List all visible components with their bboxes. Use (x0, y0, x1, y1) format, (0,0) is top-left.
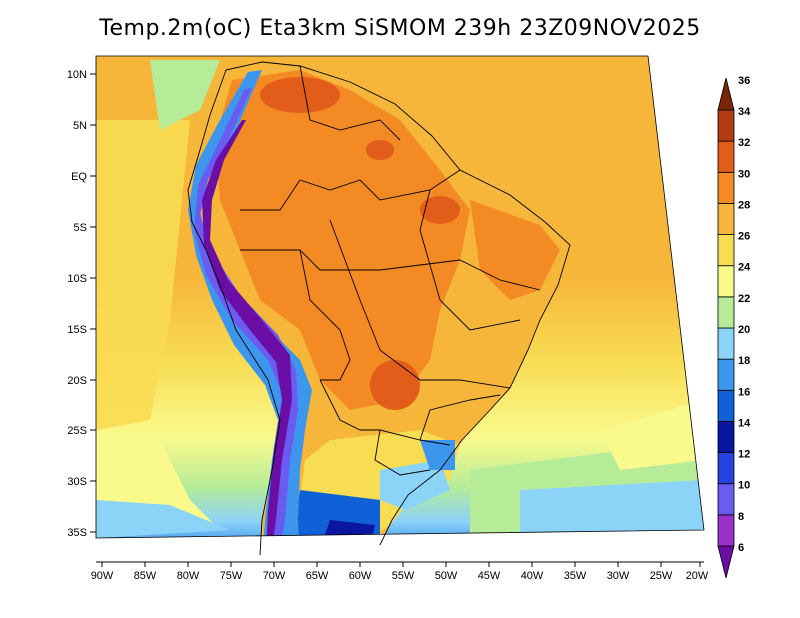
colorbar-segment (717, 389, 735, 422)
colorbar-label: 8 (738, 511, 744, 523)
colorbar-label: 36 (738, 75, 750, 87)
colorbar-label: 32 (738, 137, 750, 149)
lat-label-30s: 30S (67, 476, 87, 488)
lon-label-65w: 65W (306, 570, 329, 582)
colorbar-label: 30 (738, 168, 750, 180)
colorbar-label: 12 (738, 449, 750, 461)
colorbar-segment (717, 545, 735, 579)
map-title: Temp.2m(oC) Eta3km SiSMOM 239h 23Z09NOV2… (99, 16, 701, 41)
map-domain (96, 56, 704, 538)
longitude-axis: 90W 85W 80W 75W 70W 65W 60W 55W 50W 45W … (91, 561, 709, 582)
lon-label-80w: 80W (177, 570, 200, 582)
lon-label-75w: 75W (220, 570, 243, 582)
colorbar-label: 24 (738, 262, 751, 274)
colorbar-segment (717, 265, 735, 298)
colorbar-label: 16 (738, 386, 750, 398)
colorbar-label: 18 (738, 355, 750, 367)
lat-label-eq: EQ (71, 171, 87, 183)
colorbar-segment (717, 77, 735, 111)
colorbar-label: 26 (738, 231, 750, 243)
colorbar-segment (717, 327, 735, 360)
colorbar-segment (717, 483, 735, 516)
lat-label-15s: 15S (67, 324, 87, 336)
lon-label-40w: 40W (521, 570, 544, 582)
colorbar-segment (717, 234, 735, 267)
colorbar-segment (717, 514, 735, 547)
lon-label-60w: 60W (349, 570, 372, 582)
colorbar-label: 14 (738, 417, 751, 429)
latitude-axis: 10N 5N EQ 5S 10S 15S 20S 25S 30S 35S (67, 69, 96, 539)
lat-label-25s: 25S (67, 425, 87, 437)
colorbar-segment (717, 171, 735, 204)
colorbar-segment (717, 296, 735, 329)
lon-label-45w: 45W (478, 570, 501, 582)
lon-label-70w: 70W (263, 570, 286, 582)
lon-label-30w: 30W (607, 570, 630, 582)
lon-label-50w: 50W (435, 570, 458, 582)
lon-label-25w: 25W (650, 570, 673, 582)
lat-label-5n: 5N (73, 120, 87, 132)
colorbar-label: 34 (738, 106, 751, 118)
lat-label-35s: 35S (67, 527, 87, 539)
colorbar-label: 6 (738, 542, 744, 554)
lat-label-5s: 5S (74, 222, 87, 234)
colorbar-segment (717, 358, 735, 391)
lon-label-20w: 20W (686, 570, 709, 582)
colorbar-label: 28 (738, 199, 750, 211)
colorbar-segment (717, 452, 735, 485)
colorbar-label: 22 (738, 293, 750, 305)
lon-label-55w: 55W (392, 570, 415, 582)
country-borders (187, 61, 571, 556)
lon-label-35w: 35W (564, 570, 587, 582)
colorbar-segment (717, 140, 735, 173)
colorbar: 6 8 10 12 14 16 18 20 22 24 26 28 30 32 34 36 (717, 75, 751, 579)
colorbar-label: 10 (738, 480, 750, 492)
lat-label-20s: 20S (67, 375, 87, 387)
lat-label-10n: 10N (67, 69, 87, 81)
colorbar-segment (717, 109, 735, 142)
lon-label-90w: 90W (91, 570, 114, 582)
lat-label-10s: 10S (67, 273, 87, 285)
colorbar-label: 20 (738, 324, 750, 336)
colorbar-segment (717, 203, 735, 235)
colorbar-segment (717, 421, 735, 453)
lon-label-85w: 85W (134, 570, 157, 582)
